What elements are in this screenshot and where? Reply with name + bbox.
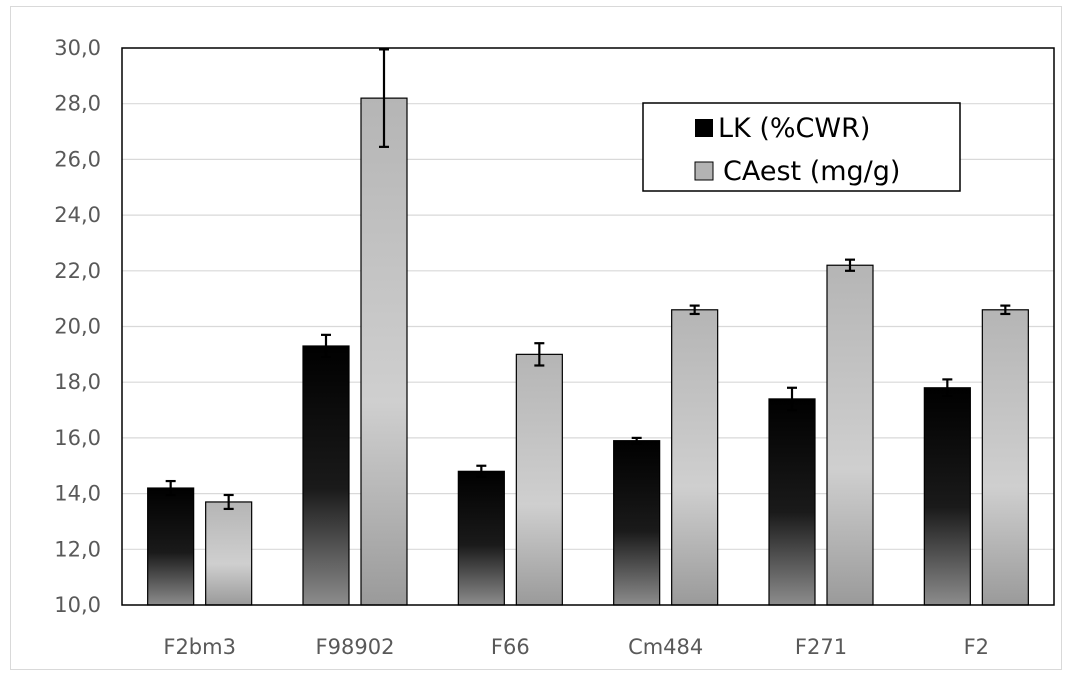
- x-tick-label: F2: [964, 635, 989, 659]
- x-axis-ticks: F2bm3 F98902 F66 Cm484 F271 F2: [163, 635, 989, 659]
- bar-caest: [981, 309, 1029, 606]
- y-axis-ticks: 10,0 12,0 14,0 16,0 18,0 20,0 22,0 24,0 26,0 28,0…: [54, 36, 101, 617]
- legend-label-lk: LK (%CWR): [718, 113, 870, 144]
- x-tick-label: F98902: [316, 635, 395, 659]
- bar-caest: [671, 309, 719, 606]
- x-tick-label: F271: [795, 635, 847, 659]
- y-tick-label: 16,0: [54, 426, 101, 450]
- x-tick-label: F2bm3: [163, 635, 236, 659]
- bar-lk: [613, 440, 661, 606]
- y-tick-label: 20,0: [54, 315, 101, 339]
- bars: [147, 48, 1029, 606]
- y-tick-label: 12,0: [54, 537, 101, 561]
- y-tick-label: 22,0: [54, 259, 101, 283]
- y-tick-label: 26,0: [54, 147, 101, 171]
- x-tick-label: F66: [491, 635, 530, 659]
- y-tick-label: 28,0: [54, 92, 101, 116]
- legend: LK (%CWR) CAest (mg/g): [642, 102, 961, 192]
- bar-caest: [360, 97, 408, 606]
- bar-lk: [302, 345, 350, 606]
- bar-lk: [923, 387, 971, 606]
- legend-swatch-caest: [694, 161, 714, 181]
- bar-caest: [826, 264, 874, 606]
- y-tick-label: 14,0: [54, 482, 101, 506]
- legend-label-caest: CAest (mg/g): [723, 156, 900, 187]
- legend-swatch-lk: [695, 119, 713, 137]
- bar-lk: [768, 398, 816, 606]
- y-tick-label: 18,0: [54, 370, 101, 394]
- y-tick-label: 30,0: [54, 36, 101, 60]
- bar-lk: [147, 487, 195, 606]
- bar-caest: [515, 353, 563, 606]
- bar-lk: [457, 470, 505, 606]
- bar-caest: [205, 501, 253, 606]
- chart-frame: [10, 6, 1062, 670]
- plot-area-border: [121, 47, 1055, 606]
- x-tick-label: Cm484: [628, 635, 703, 659]
- y-tick-label: 24,0: [54, 203, 101, 227]
- y-tick-label: 10,0: [54, 593, 101, 617]
